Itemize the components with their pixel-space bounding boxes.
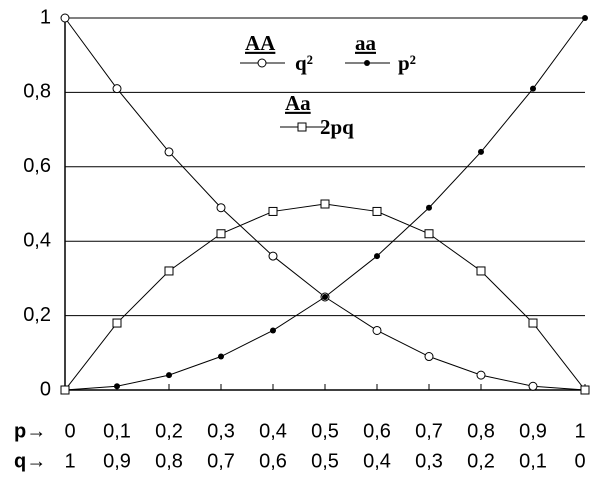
q-tick-label: 0,2 (467, 450, 495, 472)
data-point (530, 85, 536, 92)
data-point (424, 229, 434, 239)
x-tick-label: 0,5 (311, 420, 339, 442)
data-point (476, 370, 486, 380)
q-tick-label: 0,8 (155, 450, 183, 472)
legend-marker (364, 60, 370, 66)
legend-formula: 2pq (320, 115, 354, 139)
legend-name: AA (245, 31, 276, 55)
data-point (322, 294, 328, 300)
data-point (374, 253, 380, 260)
data-point (270, 327, 276, 334)
data-point (216, 203, 226, 213)
x-tick-label: 0,7 (415, 420, 443, 442)
x-tick-label: 0 (64, 420, 75, 442)
q-tick-label: 0,6 (259, 450, 287, 472)
data-point (112, 318, 122, 328)
data-point (372, 206, 382, 216)
data-point (372, 325, 382, 335)
x-tick-label: 0,9 (519, 420, 547, 442)
data-point (268, 206, 278, 216)
legend-name: Aa (285, 91, 311, 115)
data-point (582, 15, 588, 21)
x-tick-label: 1 (574, 420, 585, 442)
legend-marker (257, 58, 267, 68)
q-tick-label: 0,5 (311, 450, 339, 472)
x-tick-label: 0,2 (155, 420, 183, 442)
data-point (426, 204, 432, 211)
q-tick-label: 0 (574, 450, 585, 472)
data-point (60, 13, 70, 23)
q-tick-label: 0,3 (415, 450, 443, 472)
q-tick-label: 0,4 (363, 450, 391, 472)
q-row-label: q→ (14, 450, 46, 472)
data-point (112, 84, 122, 94)
legend-formula: p² (398, 51, 416, 75)
data-point (164, 266, 174, 276)
data-point (164, 147, 174, 157)
data-point (114, 383, 120, 390)
data-point (60, 385, 70, 395)
y-tick-label: 0,8 (23, 81, 51, 103)
y-tick-label: 0 (40, 378, 51, 400)
data-point (528, 318, 538, 328)
q-tick-label: 1 (64, 450, 75, 472)
data-point (166, 372, 172, 379)
data-point (476, 266, 486, 276)
data-point (218, 353, 224, 360)
q-tick-label: 0,9 (103, 450, 131, 472)
data-point (478, 148, 484, 155)
data-point (268, 251, 278, 261)
data-point (424, 352, 434, 362)
data-point (580, 385, 590, 395)
x-tick-label: 0,4 (259, 420, 287, 442)
legend-marker (297, 122, 307, 132)
x-tick-label: 0,8 (467, 420, 495, 442)
legend-formula: q² (295, 51, 313, 75)
x-tick-label: 0,3 (207, 420, 235, 442)
data-point (528, 381, 538, 391)
q-tick-label: 0,1 (519, 450, 547, 472)
x-row-label: p→ (14, 420, 46, 442)
q-tick-label: 0,7 (207, 450, 235, 472)
x-tick-label: 0,6 (363, 420, 391, 442)
y-tick-label: 1 (40, 6, 51, 28)
y-tick-label: 0,4 (23, 229, 51, 251)
legend-name: aa (355, 31, 377, 55)
data-point (216, 229, 226, 239)
x-tick-label: 0,1 (103, 420, 131, 442)
y-tick-label: 0,6 (23, 155, 51, 177)
y-tick-label: 0,2 (23, 304, 51, 326)
data-point (320, 199, 330, 209)
